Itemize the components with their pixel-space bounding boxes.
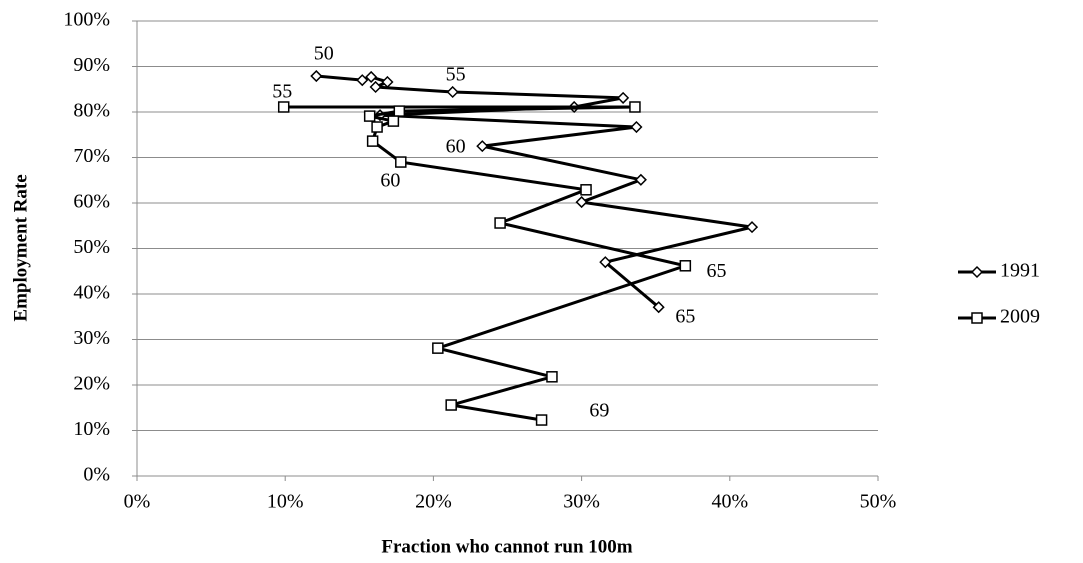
- marker: [629, 101, 641, 113]
- x-tick-label: 10%: [267, 491, 304, 513]
- x-tick-label: 30%: [563, 491, 600, 513]
- marker: [277, 101, 290, 113]
- y-tick-label: 90%: [73, 54, 110, 76]
- y-axis-label: Employment Rate: [10, 174, 31, 321]
- legend-label: 1991: [1000, 260, 1040, 282]
- marker: [369, 80, 382, 94]
- annotation: 65: [706, 260, 726, 282]
- legend-marker: [970, 265, 984, 279]
- annotation: 69: [589, 399, 609, 421]
- marker: [575, 196, 588, 209]
- y-tick-label: 70%: [73, 145, 110, 167]
- marker: [630, 120, 643, 134]
- marker: [356, 74, 369, 87]
- marker: [535, 414, 548, 426]
- x-axis-label: Fraction who cannot run 100m: [381, 536, 632, 557]
- marker: [634, 173, 647, 186]
- marker: [580, 184, 592, 196]
- legend-marker: [971, 312, 983, 324]
- y-tick-label: 10%: [73, 418, 110, 440]
- marker: [446, 85, 459, 99]
- marker: [476, 140, 489, 153]
- series-line: [283, 105, 691, 422]
- marker: [393, 105, 406, 117]
- y-tick-label: 60%: [73, 191, 110, 213]
- marker: [365, 70, 378, 84]
- marker: [366, 135, 379, 147]
- annotation: 55: [272, 80, 292, 102]
- x-tick-label: 0%: [124, 491, 151, 513]
- marker: [432, 342, 444, 354]
- y-tick-label: 0%: [83, 464, 110, 486]
- annotation: 55: [446, 64, 466, 86]
- marker: [599, 256, 612, 269]
- marker: [679, 260, 692, 272]
- annotation: 60: [380, 170, 400, 192]
- marker: [363, 110, 376, 122]
- legend-label: 2009: [1000, 306, 1040, 328]
- x-tick-label: 50%: [860, 491, 897, 513]
- marker: [617, 91, 630, 104]
- marker: [381, 75, 394, 89]
- marker: [745, 221, 759, 234]
- y-tick-label: 20%: [73, 373, 110, 395]
- marker: [310, 69, 323, 83]
- marker: [652, 301, 665, 314]
- marker: [546, 371, 558, 383]
- marker: [445, 399, 457, 411]
- annotation: 60: [446, 136, 466, 158]
- marker: [395, 156, 407, 168]
- y-tick-label: 100%: [63, 9, 110, 31]
- y-tick-label: 30%: [73, 327, 110, 349]
- marker: [494, 217, 506, 229]
- marker: [371, 121, 383, 133]
- annotation: 50: [314, 43, 334, 65]
- y-tick-label: 50%: [73, 236, 110, 258]
- x-tick-label: 40%: [711, 491, 748, 513]
- y-tick-label: 40%: [73, 282, 110, 304]
- y-tick-label: 80%: [73, 100, 110, 122]
- x-tick-label: 20%: [415, 491, 452, 513]
- annotation: 65: [675, 306, 695, 328]
- marker: [387, 115, 400, 127]
